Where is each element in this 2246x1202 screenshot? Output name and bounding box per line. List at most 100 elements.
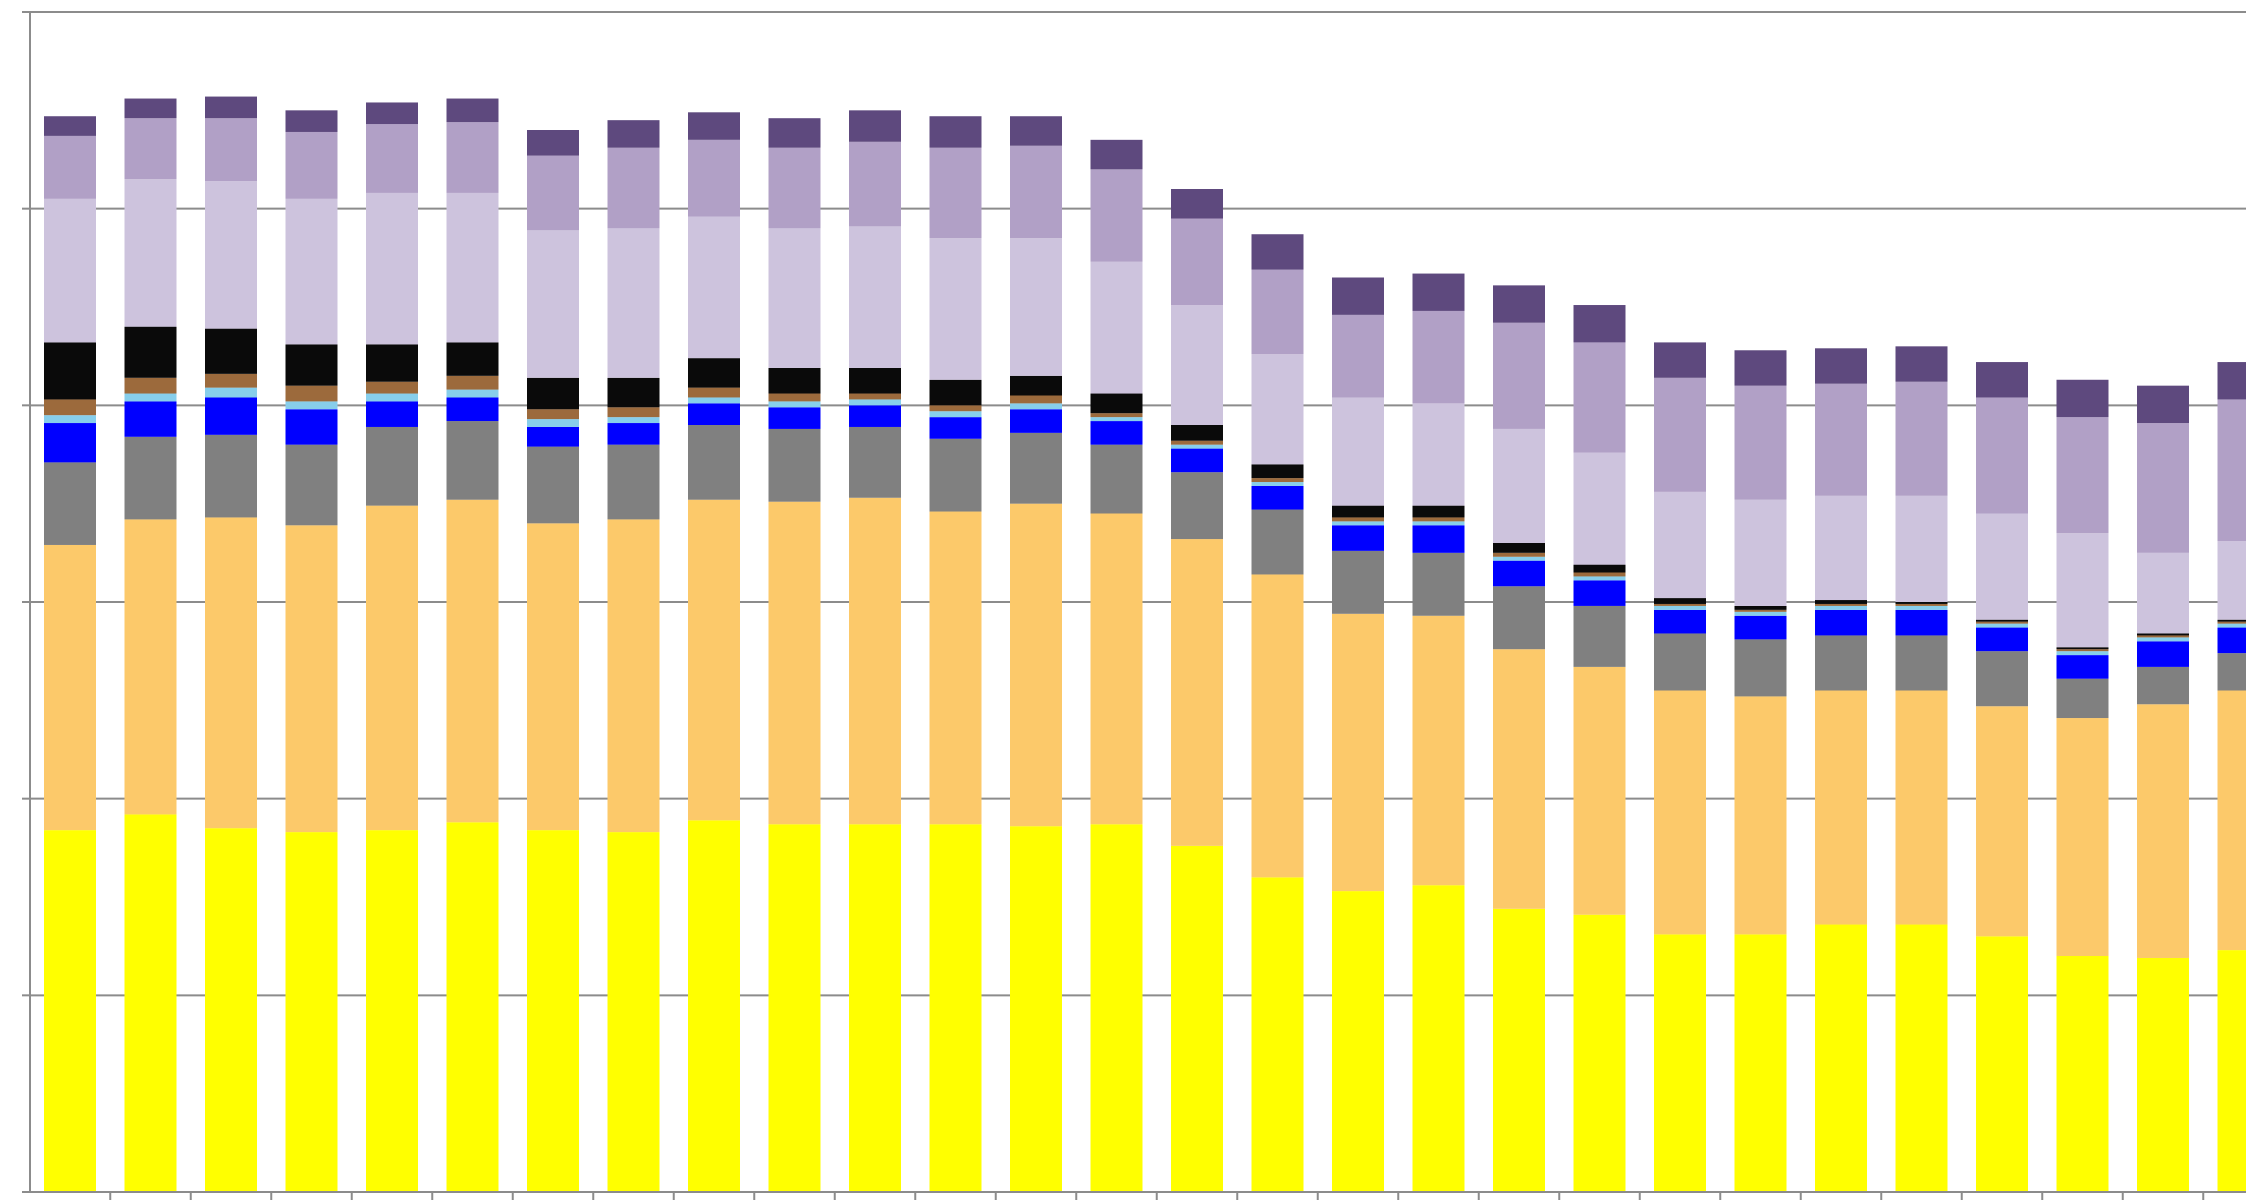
- bar-segment-28-series-5: [2217, 623, 2246, 628]
- bar-segment-7-series-6: [527, 409, 579, 420]
- bar-segment-11-series-10: [849, 110, 901, 142]
- bar-segment-18-series-9: [1412, 310, 1465, 404]
- bar-segment-26-series-9: [2056, 417, 2109, 534]
- bar-segment-1-series-1: [44, 830, 96, 1192]
- bar-segment-19-series-5: [1493, 556, 1545, 561]
- bar-segment-19-series-8: [1493, 428, 1545, 543]
- bar-segment-8-series-4: [607, 423, 660, 445]
- bar-segment-26-series-10: [2056, 379, 2109, 418]
- bar-segment-12-series-4: [929, 417, 982, 439]
- bar-segment-10-series-9: [768, 147, 821, 229]
- bar-segment-10-series-4: [768, 407, 821, 429]
- bar-segment-15-series-10: [1171, 189, 1223, 219]
- bar-segment-28-series-9: [2217, 399, 2246, 542]
- bar-segment-18-series-5: [1412, 521, 1465, 526]
- bar-segment-4-series-1: [285, 832, 338, 1192]
- bar-segment-27-series-6: [2137, 635, 2189, 638]
- bar-segment-9-series-3: [688, 425, 740, 500]
- bar-segment-9-series-4: [688, 403, 740, 425]
- bar-segment-20-series-7: [1573, 564, 1626, 573]
- bar-segment-1-series-5: [44, 415, 96, 424]
- bar-segment-27-series-8: [2137, 552, 2189, 634]
- bar-segment-3-series-3: [205, 434, 257, 518]
- bar-segment-23-series-5: [1815, 605, 1867, 610]
- bar-segment-11-series-3: [849, 426, 901, 498]
- bar-segment-12-series-3: [929, 438, 982, 512]
- bar-segment-17-series-2: [1332, 613, 1384, 892]
- bar-segment-9-series-6: [688, 387, 740, 398]
- bar-segment-23-series-7: [1815, 600, 1867, 604]
- bar-segment-4-series-9: [285, 131, 338, 199]
- bar-segment-25-series-9: [1976, 397, 2028, 514]
- bar-segment-20-series-3: [1573, 605, 1626, 667]
- bar-segment-16-series-9: [1251, 269, 1304, 355]
- bar-segment-3-series-10: [205, 96, 257, 119]
- bar-segment-17-series-8: [1332, 397, 1384, 506]
- bar-segment-26-series-6: [2056, 649, 2109, 652]
- bar-segment-17-series-10: [1332, 277, 1384, 315]
- bar-segment-21-series-4: [1654, 609, 1706, 634]
- bar-segment-15-series-7: [1171, 425, 1223, 441]
- bar-segment-11-series-5: [849, 399, 901, 406]
- bar-segment-20-series-1: [1573, 914, 1626, 1192]
- bar-segment-5-series-1: [366, 830, 418, 1192]
- bar-segment-1-series-9: [44, 135, 96, 199]
- bar-segment-11-series-8: [849, 226, 901, 368]
- bar-segment-5-series-4: [366, 401, 418, 427]
- bar-segment-1-series-10: [44, 116, 96, 136]
- bar-segment-15-series-5: [1171, 444, 1223, 449]
- bar-segment-25-series-10: [1976, 362, 2028, 398]
- bar-segment-7-series-3: [527, 446, 579, 524]
- bar-segment-15-series-4: [1171, 448, 1223, 473]
- bar-segment-2-series-5: [124, 393, 177, 402]
- bar-segment-6-series-1: [446, 822, 499, 1192]
- bar-segment-8-series-9: [607, 147, 660, 229]
- bar-segment-8-series-10: [607, 120, 660, 148]
- bar-segment-26-series-1: [2056, 956, 2109, 1192]
- bar-segment-20-series-10: [1573, 305, 1626, 343]
- bar-segment-11-series-9: [849, 141, 901, 227]
- bar-segment-12-series-5: [929, 411, 982, 418]
- bar-segment-23-series-4: [1815, 609, 1867, 636]
- bar-segment-16-series-6: [1251, 478, 1304, 483]
- bar-segment-4-series-2: [285, 525, 338, 833]
- bar-segment-6-series-9: [446, 122, 499, 193]
- bar-segment-14-series-1: [1090, 824, 1143, 1192]
- bar-segment-26-series-3: [2056, 678, 2109, 719]
- bar-segment-2-series-4: [124, 401, 177, 437]
- bar-segment-6-series-7: [446, 342, 499, 376]
- bar-segment-26-series-5: [2056, 651, 2109, 656]
- bar-segment-20-series-2: [1573, 666, 1626, 915]
- bar-segment-11-series-6: [849, 393, 901, 400]
- bar-segment-7-series-10: [527, 130, 579, 156]
- bar-segment-18-series-8: [1412, 403, 1465, 506]
- bar-segment-25-series-7: [1976, 619, 2028, 622]
- bar-segment-10-series-2: [768, 501, 821, 825]
- bar-segment-9-series-5: [688, 397, 740, 404]
- bar-segment-12-series-8: [929, 238, 982, 380]
- bar-segment-23-series-6: [1815, 603, 1867, 606]
- bar-segment-28-series-8: [2217, 541, 2246, 620]
- bar-segment-1-series-4: [44, 423, 96, 463]
- bar-segment-13-series-8: [1010, 238, 1062, 376]
- bar-segment-27-series-9: [2137, 423, 2189, 553]
- bar-segment-23-series-10: [1815, 348, 1867, 384]
- bar-segment-3-series-2: [205, 517, 257, 829]
- bar-segment-22-series-5: [1734, 611, 1787, 616]
- bar-segment-10-series-8: [768, 228, 821, 368]
- bar-segment-16-series-2: [1251, 574, 1304, 878]
- bar-segment-20-series-5: [1573, 576, 1626, 581]
- bar-segment-4-series-4: [285, 409, 338, 445]
- bar-segment-5-series-9: [366, 124, 418, 193]
- bar-segment-27-series-7: [2137, 633, 2189, 636]
- bar-segment-6-series-3: [446, 421, 499, 500]
- bar-segment-22-series-6: [1734, 609, 1787, 612]
- bar-segment-12-series-10: [929, 116, 982, 148]
- bar-segment-3-series-8: [205, 181, 257, 329]
- bar-segment-15-series-9: [1171, 218, 1223, 306]
- bar-segment-28-series-7: [2217, 619, 2246, 622]
- bar-segment-23-series-9: [1815, 383, 1867, 496]
- bar-segment-22-series-7: [1734, 605, 1787, 610]
- bar-segment-10-series-1: [768, 824, 821, 1192]
- bar-segment-23-series-8: [1815, 495, 1867, 601]
